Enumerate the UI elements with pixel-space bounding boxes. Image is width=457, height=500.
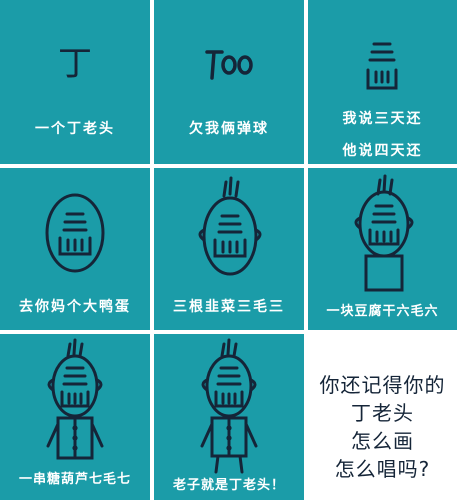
panel-1-caption: 一个丁老头	[35, 121, 115, 137]
panel-1-ding-glyph: 丁	[58, 44, 92, 84]
question-line-4: 怎么唱吗?	[334, 457, 431, 481]
panel-4-drawing	[45, 193, 105, 273]
panel-2-drawing	[205, 50, 253, 80]
panel-7-drawing	[46, 338, 104, 460]
panel-1: 丁 一个丁老头	[0, 0, 150, 164]
question-line-1: 你还记得你的	[319, 373, 446, 397]
panel-4: 去你妈个大鸭蛋	[0, 168, 150, 330]
panel-2-caption: 欠我俩弹球	[189, 121, 269, 137]
panel-8: 老子就是丁老头！	[154, 334, 304, 500]
panel-3-caption-line2: 他说四天还	[342, 143, 423, 159]
panel-3-caption-line1: 我说三天还	[342, 111, 423, 127]
panel-2: 欠我俩弹球	[154, 0, 304, 164]
panel-6-caption: 一块豆腐干六毛六	[326, 304, 439, 319]
panel-4-caption: 去你妈个大鸭蛋	[19, 299, 131, 315]
panel-5: 三根韭菜三毛三	[154, 168, 304, 330]
panel-5-drawing	[198, 176, 262, 276]
panel-8-drawing	[200, 338, 258, 474]
question-line-3: 怎么画	[351, 429, 414, 453]
panel-3: 我说三天还 他说四天还	[308, 0, 457, 164]
panel-7-caption: 一串糖葫芦七毛七	[18, 472, 131, 487]
panel-8-caption: 老子就是丁老头！	[172, 478, 285, 493]
panel-7: 一串糖葫芦七毛七	[0, 334, 150, 500]
panel-6-drawing	[354, 174, 414, 292]
panel-6: 一块豆腐干六毛六	[308, 168, 457, 330]
panel-3-drawing	[366, 42, 398, 90]
panel-5-caption: 三根韭菜三毛三	[173, 299, 285, 315]
question-line-2: 丁老头	[351, 401, 414, 425]
question-panel: 你还记得你的 丁老头 怎么画 怎么唱吗?	[308, 334, 457, 500]
